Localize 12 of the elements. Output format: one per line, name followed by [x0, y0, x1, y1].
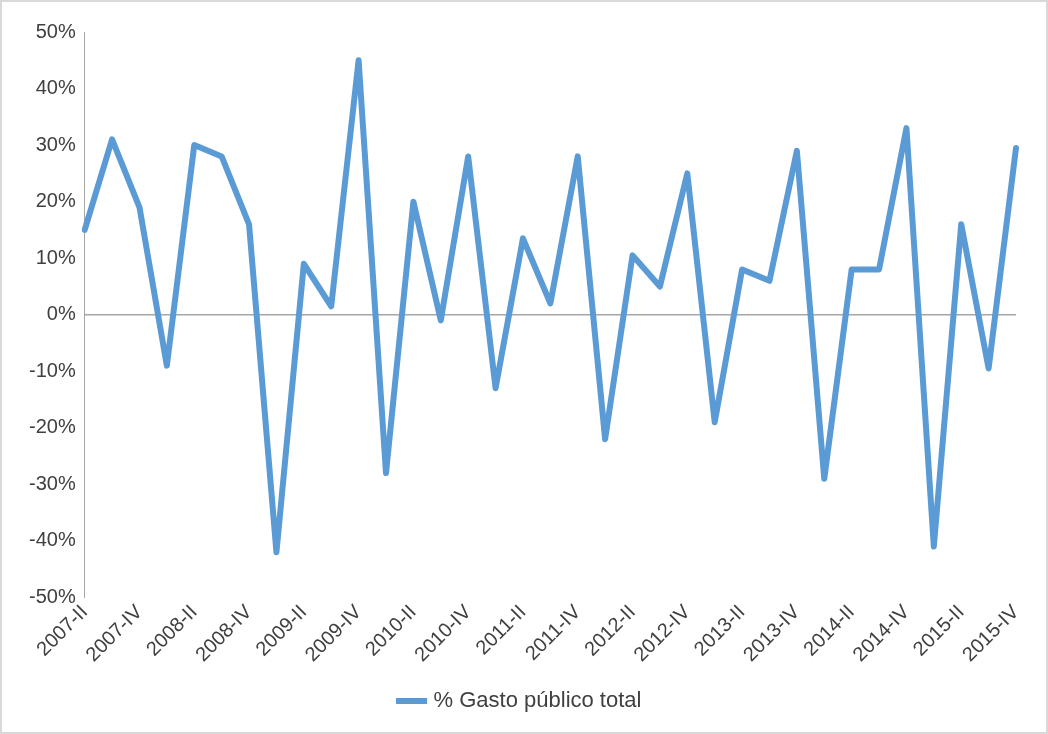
- y-tick-label: -40%: [28, 528, 76, 551]
- y-tick-label: -20%: [28, 415, 76, 438]
- y-tick-label: 50%: [35, 19, 76, 42]
- y-tick-label: 0%: [46, 302, 76, 325]
- y-tick-label: 40%: [35, 76, 76, 99]
- y-tick-label: -10%: [28, 358, 76, 381]
- y-tick-label: 10%: [35, 245, 76, 268]
- y-tick-label: -30%: [28, 471, 76, 494]
- legend-label: % Gasto público total: [433, 687, 642, 713]
- y-tick-label: -50%: [28, 585, 76, 608]
- y-tick-label: 20%: [35, 189, 76, 212]
- y-tick-label: 30%: [35, 132, 76, 155]
